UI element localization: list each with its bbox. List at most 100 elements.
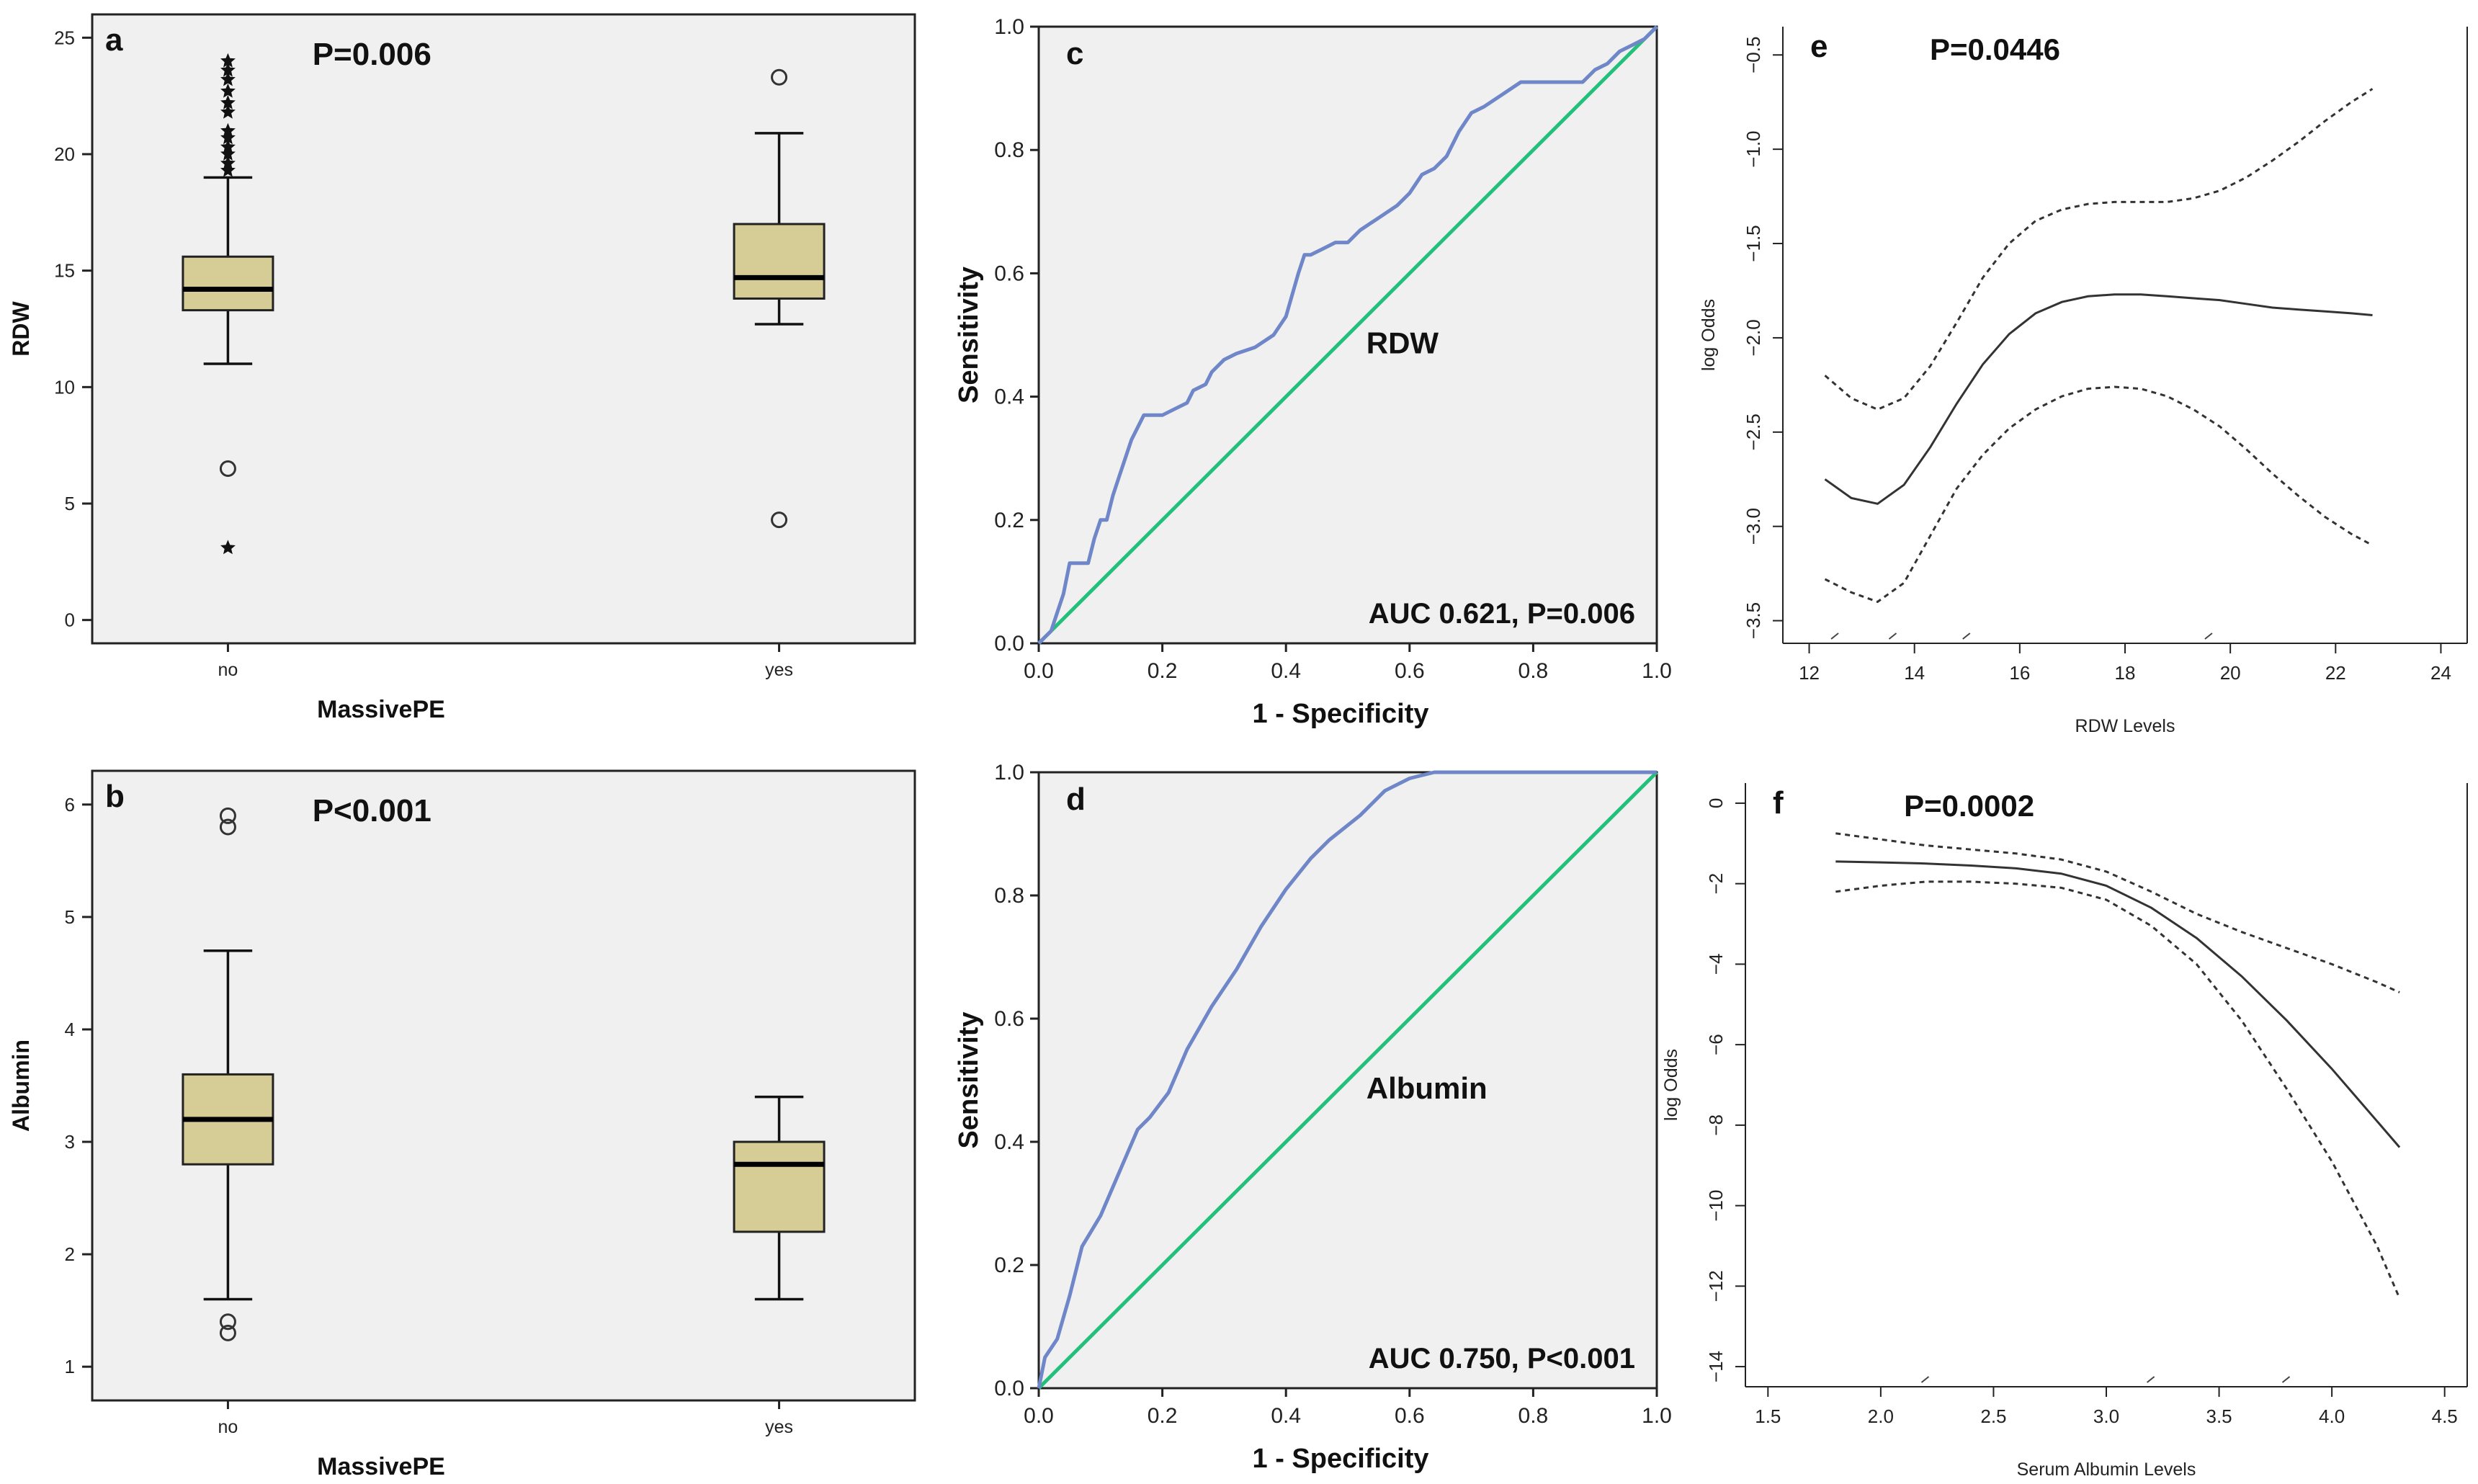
outlier-circle: [771, 511, 788, 529]
rug-mark: [1962, 633, 1971, 640]
x-tick-label: 1.5: [1755, 1405, 1781, 1427]
y-tick-label: 1.0: [994, 761, 1024, 785]
y-tick-label: 25: [54, 27, 75, 48]
outlier-star: [220, 62, 236, 77]
rug-mark: [1920, 1376, 1930, 1383]
x-axis-label: MassivePE: [317, 1453, 445, 1480]
x-axis-label: MassivePE: [317, 696, 445, 723]
y-tick-label: 0.2: [994, 509, 1024, 532]
y-tick-label: 0.6: [994, 262, 1024, 285]
panel-letter: c: [1066, 36, 1083, 71]
y-tick-label: 15: [54, 260, 75, 282]
curve-label: RDW: [1367, 326, 1439, 360]
x-tick-label: 0.8: [1518, 659, 1549, 683]
y-tick-label: 0.8: [994, 138, 1024, 162]
x-tick-label: yes: [765, 1417, 793, 1437]
rug-mark: [1888, 633, 1897, 640]
outlier-circle: [219, 807, 236, 824]
y-tick-label: 10: [54, 376, 75, 398]
y-tick-label: 5: [65, 906, 75, 928]
y-tick-label: −2.0: [1743, 319, 1764, 356]
panel-letter: a: [105, 22, 123, 58]
y-tick-label: −10: [1705, 1190, 1727, 1222]
panel-letter: d: [1066, 782, 1086, 817]
confidence-band-lower: [1824, 385, 2374, 604]
panel-letter: b: [105, 779, 125, 814]
panel-f: 1.5 2.0 2.5 3.0 3.5 4.0 4.5 −14 −12 −10 −8 −6 −4 −2 0 f…: [1661, 783, 2468, 1480]
panel-letter: f: [1773, 785, 1784, 821]
x-tick-label: 0.2: [1148, 1404, 1178, 1428]
x-tick-label: 0.4: [1271, 659, 1301, 683]
x-tick-label: 3.0: [2093, 1405, 2119, 1427]
y-tick-label: 0.0: [994, 1377, 1024, 1400]
x-tick-label: 4.5: [2432, 1405, 2458, 1427]
y-tick-label: 1.0: [994, 15, 1024, 39]
x-tick-label: 22: [2325, 662, 2346, 684]
y-tick-label: 4: [65, 1019, 75, 1040]
y-tick-label: −8: [1705, 1114, 1727, 1136]
x-tick-label: 20: [2220, 662, 2241, 684]
auc-annotation: AUC 0.621, P=0.006: [1369, 598, 1635, 630]
panel-letter: e: [1810, 29, 1828, 64]
y-tick-label: 3: [65, 1131, 75, 1153]
rug-mark: [2147, 1376, 2155, 1383]
x-tick-label: 4.0: [2319, 1405, 2345, 1427]
y-tick-label: 0: [65, 609, 75, 631]
y-tick-label: 20: [54, 143, 75, 165]
p-value-annotation: P<0.001: [313, 793, 431, 828]
panel-c: 0.0 0.2 0.4 0.6 0.8 1.0 0.0 0.2 0.4 0.6 0.8 1.0 c RDW…: [954, 15, 1672, 729]
curve-label: Albumin: [1367, 1071, 1488, 1105]
y-tick-label: −6: [1705, 1034, 1727, 1055]
y-axis-label: RDW: [8, 300, 34, 356]
x-tick-label: 0.0: [1024, 1404, 1054, 1428]
outlier-star: [220, 104, 236, 119]
x-tick-label: 16: [2009, 662, 2030, 684]
y-tick-label: 0: [1705, 798, 1727, 808]
auc-annotation: AUC 0.750, P<0.001: [1369, 1343, 1635, 1375]
y-axis-label: Sensitivity: [954, 1011, 984, 1148]
outlier-circle: [219, 1324, 236, 1341]
outlier-star: [220, 130, 236, 145]
rug-mark: [2281, 1376, 2291, 1383]
y-tick-label: −2: [1705, 873, 1727, 895]
x-tick-label: 14: [1904, 662, 1925, 684]
outlier-circle: [219, 1313, 236, 1331]
y-tick-label: −2.5: [1743, 414, 1764, 450]
x-tick-label: 3.5: [2206, 1405, 2232, 1427]
y-tick-label: 0.6: [994, 1007, 1024, 1031]
y-tick-label: −1.5: [1743, 225, 1764, 262]
box-iqr: [733, 223, 826, 300]
x-axis-label: Serum Albumin Levels: [2017, 1460, 2196, 1480]
box-no: [182, 807, 274, 1341]
y-axis-label: Sensitivity: [954, 267, 984, 403]
x-tick-label: 0.2: [1148, 659, 1178, 683]
outlier-star: [220, 155, 236, 170]
outlier-star: [220, 71, 236, 86]
x-axis-label: RDW Levels: [2075, 716, 2175, 736]
y-tick-label: −0.5: [1743, 37, 1764, 73]
x-tick-label: 18: [2115, 662, 2136, 684]
confidence-band-lower: [1835, 880, 2401, 1299]
box-iqr: [182, 255, 274, 312]
outlier-star: [220, 139, 236, 154]
spline-fit-line: [1824, 293, 2373, 505]
y-tick-label: 6: [65, 794, 75, 815]
roc-curve: [1037, 25, 1658, 645]
panel-a: 0 5 10 15 20 25 no yes a P=0.006 MassivePE RDW: [8, 13, 916, 723]
p-value-annotation: P=0.0446: [1930, 32, 2060, 66]
outlier-star: [220, 53, 236, 68]
y-tick-label: 0.4: [994, 385, 1024, 409]
x-tick-label: yes: [765, 660, 793, 680]
rug-mark: [2204, 633, 2213, 640]
x-tick-label: no: [218, 1417, 238, 1437]
y-tick-label: −4: [1705, 954, 1727, 975]
y-tick-label: −12: [1705, 1270, 1727, 1302]
outlier-star: [220, 122, 236, 138]
confidence-band-upper: [1835, 832, 2400, 993]
x-tick-label: 2.5: [1980, 1405, 2006, 1427]
y-tick-label: 0.8: [994, 884, 1024, 908]
box-yes: [733, 68, 826, 529]
outlier-star: [220, 146, 236, 161]
panel-d: 0.0 0.2 0.4 0.6 0.8 1.0 0.0 0.2 0.4 0.6 0.8 1.0 d Alb…: [954, 761, 1672, 1474]
outlier-star: [220, 162, 236, 177]
